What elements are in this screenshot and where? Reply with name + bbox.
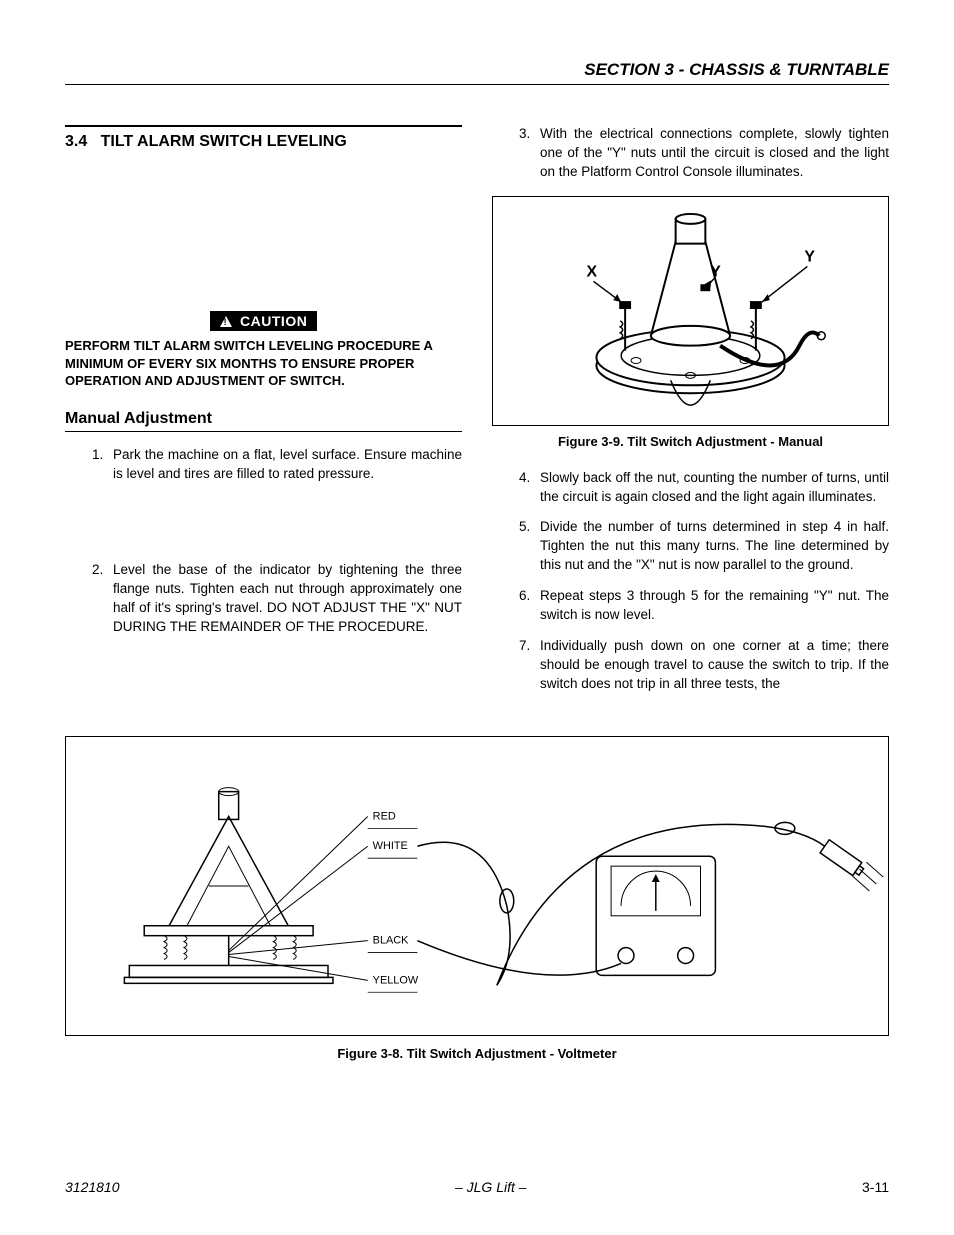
footer-center-text: – JLG Lift – [455,1179,527,1195]
wire-label-yellow: YELLOW [373,974,419,986]
page-footer: 3121810 – JLG Lift – 3-11 [65,1179,889,1195]
figure-3-8-box: RED WHITE BLACK YELLOW [65,736,889,1036]
heading-text: TILT ALARM SWITCH LEVELING [101,133,347,150]
footer-page-number: 3-11 [862,1179,889,1195]
label-y1: Y [710,263,721,280]
voltmeter-diagram: RED WHITE BLACK YELLOW [66,737,888,1035]
step-7: Individually push down on one corner at … [534,637,889,694]
caution-label: CAUTION [240,313,307,329]
wire-label-red: RED [373,810,396,822]
figure-3-9-box: X Y Y [492,196,889,426]
subheading-manual-adjustment: Manual Adjustment [65,410,462,432]
caution-badge: CAUTION [210,311,318,331]
label-x: X [587,263,598,280]
figure-3-9-caption: Figure 3-9. Tilt Switch Adjustment - Man… [492,434,889,449]
caution-body-text: PERFORM TILT ALARM SWITCH LEVELING PROCE… [65,337,462,390]
heading-number: 3.4 [65,133,87,150]
wire-label-white: WHITE [373,840,408,852]
step-2: Level the base of the indicator by tight… [107,561,462,637]
warning-icon [220,316,232,327]
footer-doc-number: 3121810 [65,1179,120,1195]
step-5: Divide the number of turns determined in… [534,518,889,575]
section-heading: 3.4 TILT ALARM SWITCH LEVELING [65,125,462,151]
step-6: Repeat steps 3 through 5 for the remaini… [534,587,889,625]
section-header-title: SECTION 3 - CHASSIS & TURNTABLE [65,60,889,80]
figure-3-8-caption: Figure 3-8. Tilt Switch Adjustment - Vol… [65,1046,889,1061]
tilt-switch-diagram: X Y Y [503,207,878,415]
page-header: SECTION 3 - CHASSIS & TURNTABLE [65,60,889,85]
label-y2: Y [804,248,815,265]
step-4: Slowly back off the nut, counting the nu… [534,469,889,507]
wire-label-black: BLACK [373,934,409,946]
step-1: Park the machine on a flat, level surfac… [107,446,462,484]
step-3: With the electrical connections complete… [534,125,889,182]
